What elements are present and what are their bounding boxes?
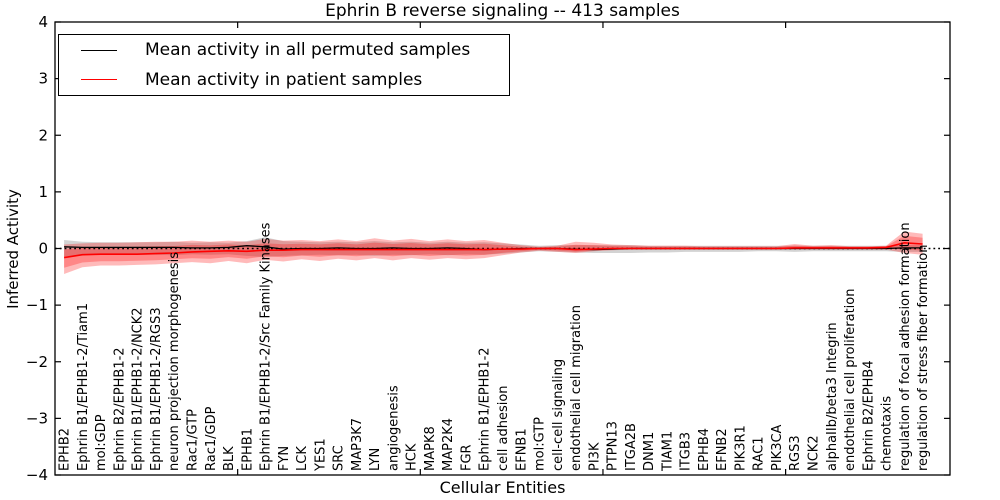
- x-category-label: EFNB2: [715, 428, 730, 471]
- legend-label-patient: Mean activity in patient samples: [145, 69, 423, 90]
- x-category-label: chemotaxis: [880, 396, 895, 471]
- plot-border: [54, 21, 951, 476]
- x-category-label: endothelial cell proliferation: [843, 289, 858, 472]
- x-category-label: angiogenesis: [386, 385, 401, 471]
- x-category-label: PIK3R1: [733, 425, 748, 471]
- x-category-label: Ephrin B1/EPHB1-2/Tiam1: [76, 303, 91, 471]
- x-category-label: FGR: [460, 444, 475, 471]
- x-category-label: mol:GTP: [533, 417, 548, 471]
- x-category-label: neuron projection morphogenesis: [167, 252, 182, 471]
- y-tick-label: 2: [38, 126, 48, 144]
- x-category-label: MAP2K4: [441, 418, 456, 471]
- x-category-label: Rac1/GDP: [204, 406, 219, 471]
- y-tick-label: 0: [38, 240, 48, 258]
- y-tick-label: −1: [26, 296, 48, 314]
- x-category-label: alphaIIb/beta3 Integrin: [825, 322, 840, 471]
- x-category-label: regulation of stress fiber formation: [916, 244, 931, 471]
- x-category-label: Ephrin B1/EPHB1-2/NCK2: [131, 307, 146, 471]
- y-tick-label: 3: [38, 70, 48, 88]
- patient-samples-range-band-inner: [64, 235, 923, 268]
- x-category-label: SRC: [332, 445, 347, 471]
- x-axis-label: Cellular Entities: [439, 478, 566, 497]
- x-category-label: Ephrin B2/EPHB4: [861, 360, 876, 471]
- legend-entry-permuted: Mean activity in all permuted samples: [59, 36, 509, 64]
- x-category-label: LYN: [368, 448, 383, 471]
- legend-label-permuted: Mean activity in all permuted samples: [145, 40, 471, 61]
- x-category-label: PIK3CA: [770, 424, 785, 471]
- y-axis-label: Inferred Activity: [4, 189, 22, 309]
- x-category-label: EFNB1: [514, 428, 529, 471]
- x-category-label: endothelial cell migration: [569, 305, 584, 471]
- x-category-label: cell-cell signaling: [551, 359, 566, 471]
- x-category-label: ITGA2B: [624, 423, 639, 471]
- x-category-label: regulation of focal adhesion formation: [898, 222, 913, 471]
- x-category-label: FYN: [277, 446, 292, 471]
- x-category-label: EPHB4: [697, 428, 712, 471]
- legend-entry-patient: Mean activity in patient samples: [59, 66, 509, 94]
- chart-title: Ephrin B reverse signaling -- 413 sample…: [325, 1, 680, 21]
- x-category-label: YES1: [313, 438, 328, 472]
- y-tick-label: 1: [38, 183, 48, 201]
- patient-line-swatch: [81, 79, 117, 81]
- x-category-label: EPHB2: [58, 428, 73, 471]
- legend: Mean activity in all permuted samples Me…: [58, 34, 510, 96]
- x-category-label: PTPN13: [606, 421, 621, 471]
- x-category-label: BLK: [222, 446, 237, 471]
- x-category-label: Ephrin B2/EPHB1-2: [112, 347, 127, 471]
- x-category-label: PI3K: [587, 442, 602, 471]
- y-tick-label: −2: [26, 353, 48, 371]
- y-tick-label: −4: [26, 466, 48, 484]
- x-category-label: RGS3: [788, 435, 803, 471]
- x-category-label: mol:GDP: [94, 414, 109, 471]
- x-category-label: HCK: [405, 443, 420, 471]
- x-category-label: EPHB1: [240, 428, 255, 471]
- patient-samples-range-band: [64, 231, 923, 274]
- x-category-label: NCK2: [807, 435, 822, 471]
- y-tick-label: −3: [26, 409, 48, 427]
- x-category-label: cell adhesion: [496, 385, 511, 471]
- permuted-line-swatch: [81, 49, 117, 51]
- x-category-label: Rac1/GTP: [186, 409, 201, 471]
- x-category-label: Ephrin B1/EPHB1-2/RGS3: [149, 307, 164, 471]
- x-category-label: Ephrin B1/EPHB1-2/Src Family Kinases: [259, 222, 274, 471]
- x-category-label: DNM1: [642, 432, 657, 471]
- x-category-label: MAPK8: [423, 426, 438, 471]
- x-category-label: RAC1: [752, 436, 767, 471]
- x-category-label: LCK: [295, 446, 310, 471]
- permuted-samples-range-band: [64, 237, 923, 257]
- patient-mean-line: [63, 241, 923, 259]
- x-category-label: TIAM1: [660, 431, 675, 472]
- x-category-label: MAP3K7: [350, 418, 365, 471]
- x-category-label: ITGB3: [679, 432, 694, 471]
- x-category-label: Ephrin B1/EPHB1-2: [478, 347, 493, 471]
- y-tick-label: 4: [38, 13, 48, 31]
